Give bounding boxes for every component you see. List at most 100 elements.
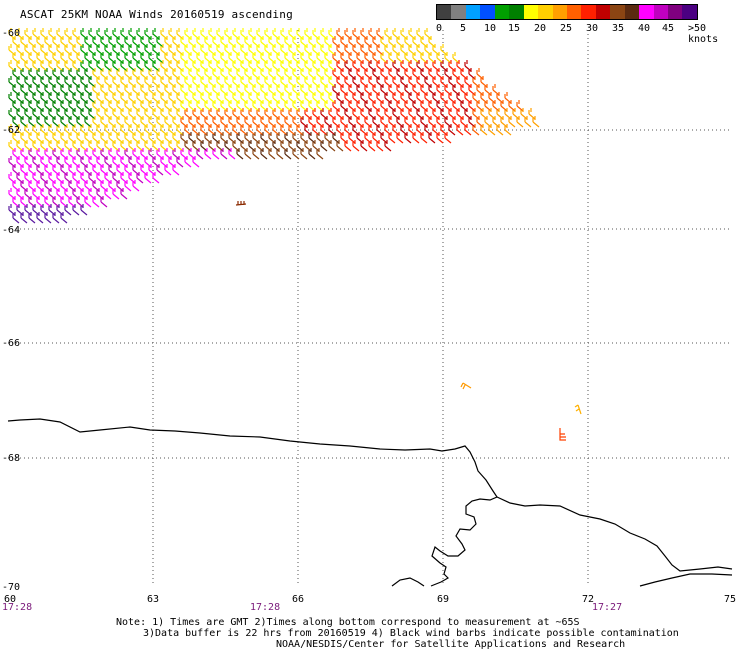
wind-barb: [408, 92, 416, 104]
wind-barb: [480, 108, 488, 120]
wind-barb: [424, 92, 432, 104]
wind-barb: [92, 148, 100, 160]
wind-barb: [28, 196, 36, 208]
wind-barb: [280, 140, 288, 152]
wind-barb: [192, 60, 200, 72]
wind-barb: [300, 116, 308, 128]
wind-barb: [60, 196, 68, 208]
wind-barb: [28, 36, 36, 48]
wind-barb: [132, 116, 140, 128]
wind-barb: [504, 124, 512, 136]
wind-barb: [172, 36, 180, 48]
wind-barb: [84, 52, 92, 64]
wind-barb: [112, 44, 120, 56]
wind-barb: [44, 84, 52, 96]
wind-barb: [52, 52, 60, 64]
legend-swatch: [480, 5, 495, 19]
wind-barb: [216, 140, 224, 152]
wind-barb: [140, 52, 148, 64]
wind-barb: [384, 140, 392, 152]
wind-barb: [176, 156, 184, 168]
map-title: ASCAT 25KM NOAA Winds 20160519 ascending: [20, 8, 293, 21]
wind-barb: [140, 84, 148, 96]
wind-barb: [396, 36, 404, 48]
lon-labels: 60 63 66 69 72 75: [4, 594, 736, 605]
wind-barb: [212, 148, 220, 160]
wind-barb: [148, 52, 156, 64]
wind-barb: [168, 76, 176, 88]
wind-barb: [484, 116, 492, 128]
wind-barb: [148, 164, 156, 176]
wind-barb: [120, 140, 128, 152]
wind-barb: [104, 44, 112, 56]
wind-barb: [12, 68, 20, 80]
wind-barb: [320, 108, 328, 120]
wind-barb: [276, 148, 284, 160]
wind-barb: [156, 164, 164, 176]
wind-barb: [248, 140, 256, 152]
wind-barb: [384, 108, 392, 120]
wind-barb: [244, 148, 252, 160]
wind-barb: [480, 92, 488, 104]
wind-barb: [480, 124, 488, 136]
wind-barb: [432, 124, 440, 136]
wind-barb: [260, 100, 268, 112]
wind-barb: [444, 132, 452, 144]
wind-barb: [288, 140, 296, 152]
wind-barb: [304, 140, 312, 152]
wind-barb: [116, 180, 124, 192]
wind-barb: [188, 68, 196, 80]
wind-barb: [288, 44, 296, 56]
wind-barb: [296, 140, 304, 152]
wind-barb: [420, 100, 428, 112]
wind-barb: [376, 108, 384, 120]
wind-barb: [412, 116, 420, 128]
wind-barb: [160, 60, 168, 72]
wind-barb: [84, 84, 92, 96]
wind-barb: [52, 148, 60, 160]
wind-barb: [344, 92, 352, 104]
wind-barb: [76, 68, 84, 80]
wind-barb: [108, 100, 116, 112]
legend-label: 25: [560, 23, 573, 34]
wind-barb: [376, 124, 384, 136]
wind-barb: [8, 108, 16, 120]
wind-barb: [420, 84, 428, 96]
wind-barb: [252, 100, 260, 112]
wind-barb: [376, 92, 384, 104]
wind-barb: [28, 116, 36, 128]
wind-barb: [176, 44, 184, 56]
wind-barb: [52, 68, 60, 80]
wind-barb: [428, 132, 436, 144]
wind-barb: [528, 108, 536, 120]
wind-barb: [280, 108, 288, 120]
wind-barb: [284, 148, 292, 160]
wind-barb: [356, 68, 364, 80]
wind-barb: [480, 76, 488, 88]
wind-barb: [364, 100, 372, 112]
wind-barb: [516, 116, 524, 128]
wind-barb: [428, 68, 436, 80]
wind-barb: [48, 92, 56, 104]
wind-barb: [364, 36, 372, 48]
wind-barb: [164, 132, 172, 144]
wind-barb: [112, 60, 120, 72]
wind-barb: [24, 140, 32, 152]
wind-barb: [112, 28, 120, 40]
wind-barb: [40, 76, 48, 88]
wind-barb: [60, 148, 68, 160]
wind-barb: [76, 84, 84, 96]
wind-barb: [240, 124, 248, 136]
wind-barb: [116, 36, 124, 48]
wind-barb: [372, 68, 380, 80]
wind-barb: [396, 116, 404, 128]
wind-barb: [252, 36, 260, 48]
wind-barb: [220, 84, 228, 96]
wind-barb: [36, 164, 44, 176]
wind-barb: [256, 108, 264, 120]
wind-barb: [308, 116, 316, 128]
wind-barb: [28, 84, 36, 96]
wind-barb: [36, 36, 44, 48]
wind-barb: [20, 36, 28, 48]
wind-barb: [368, 108, 376, 120]
